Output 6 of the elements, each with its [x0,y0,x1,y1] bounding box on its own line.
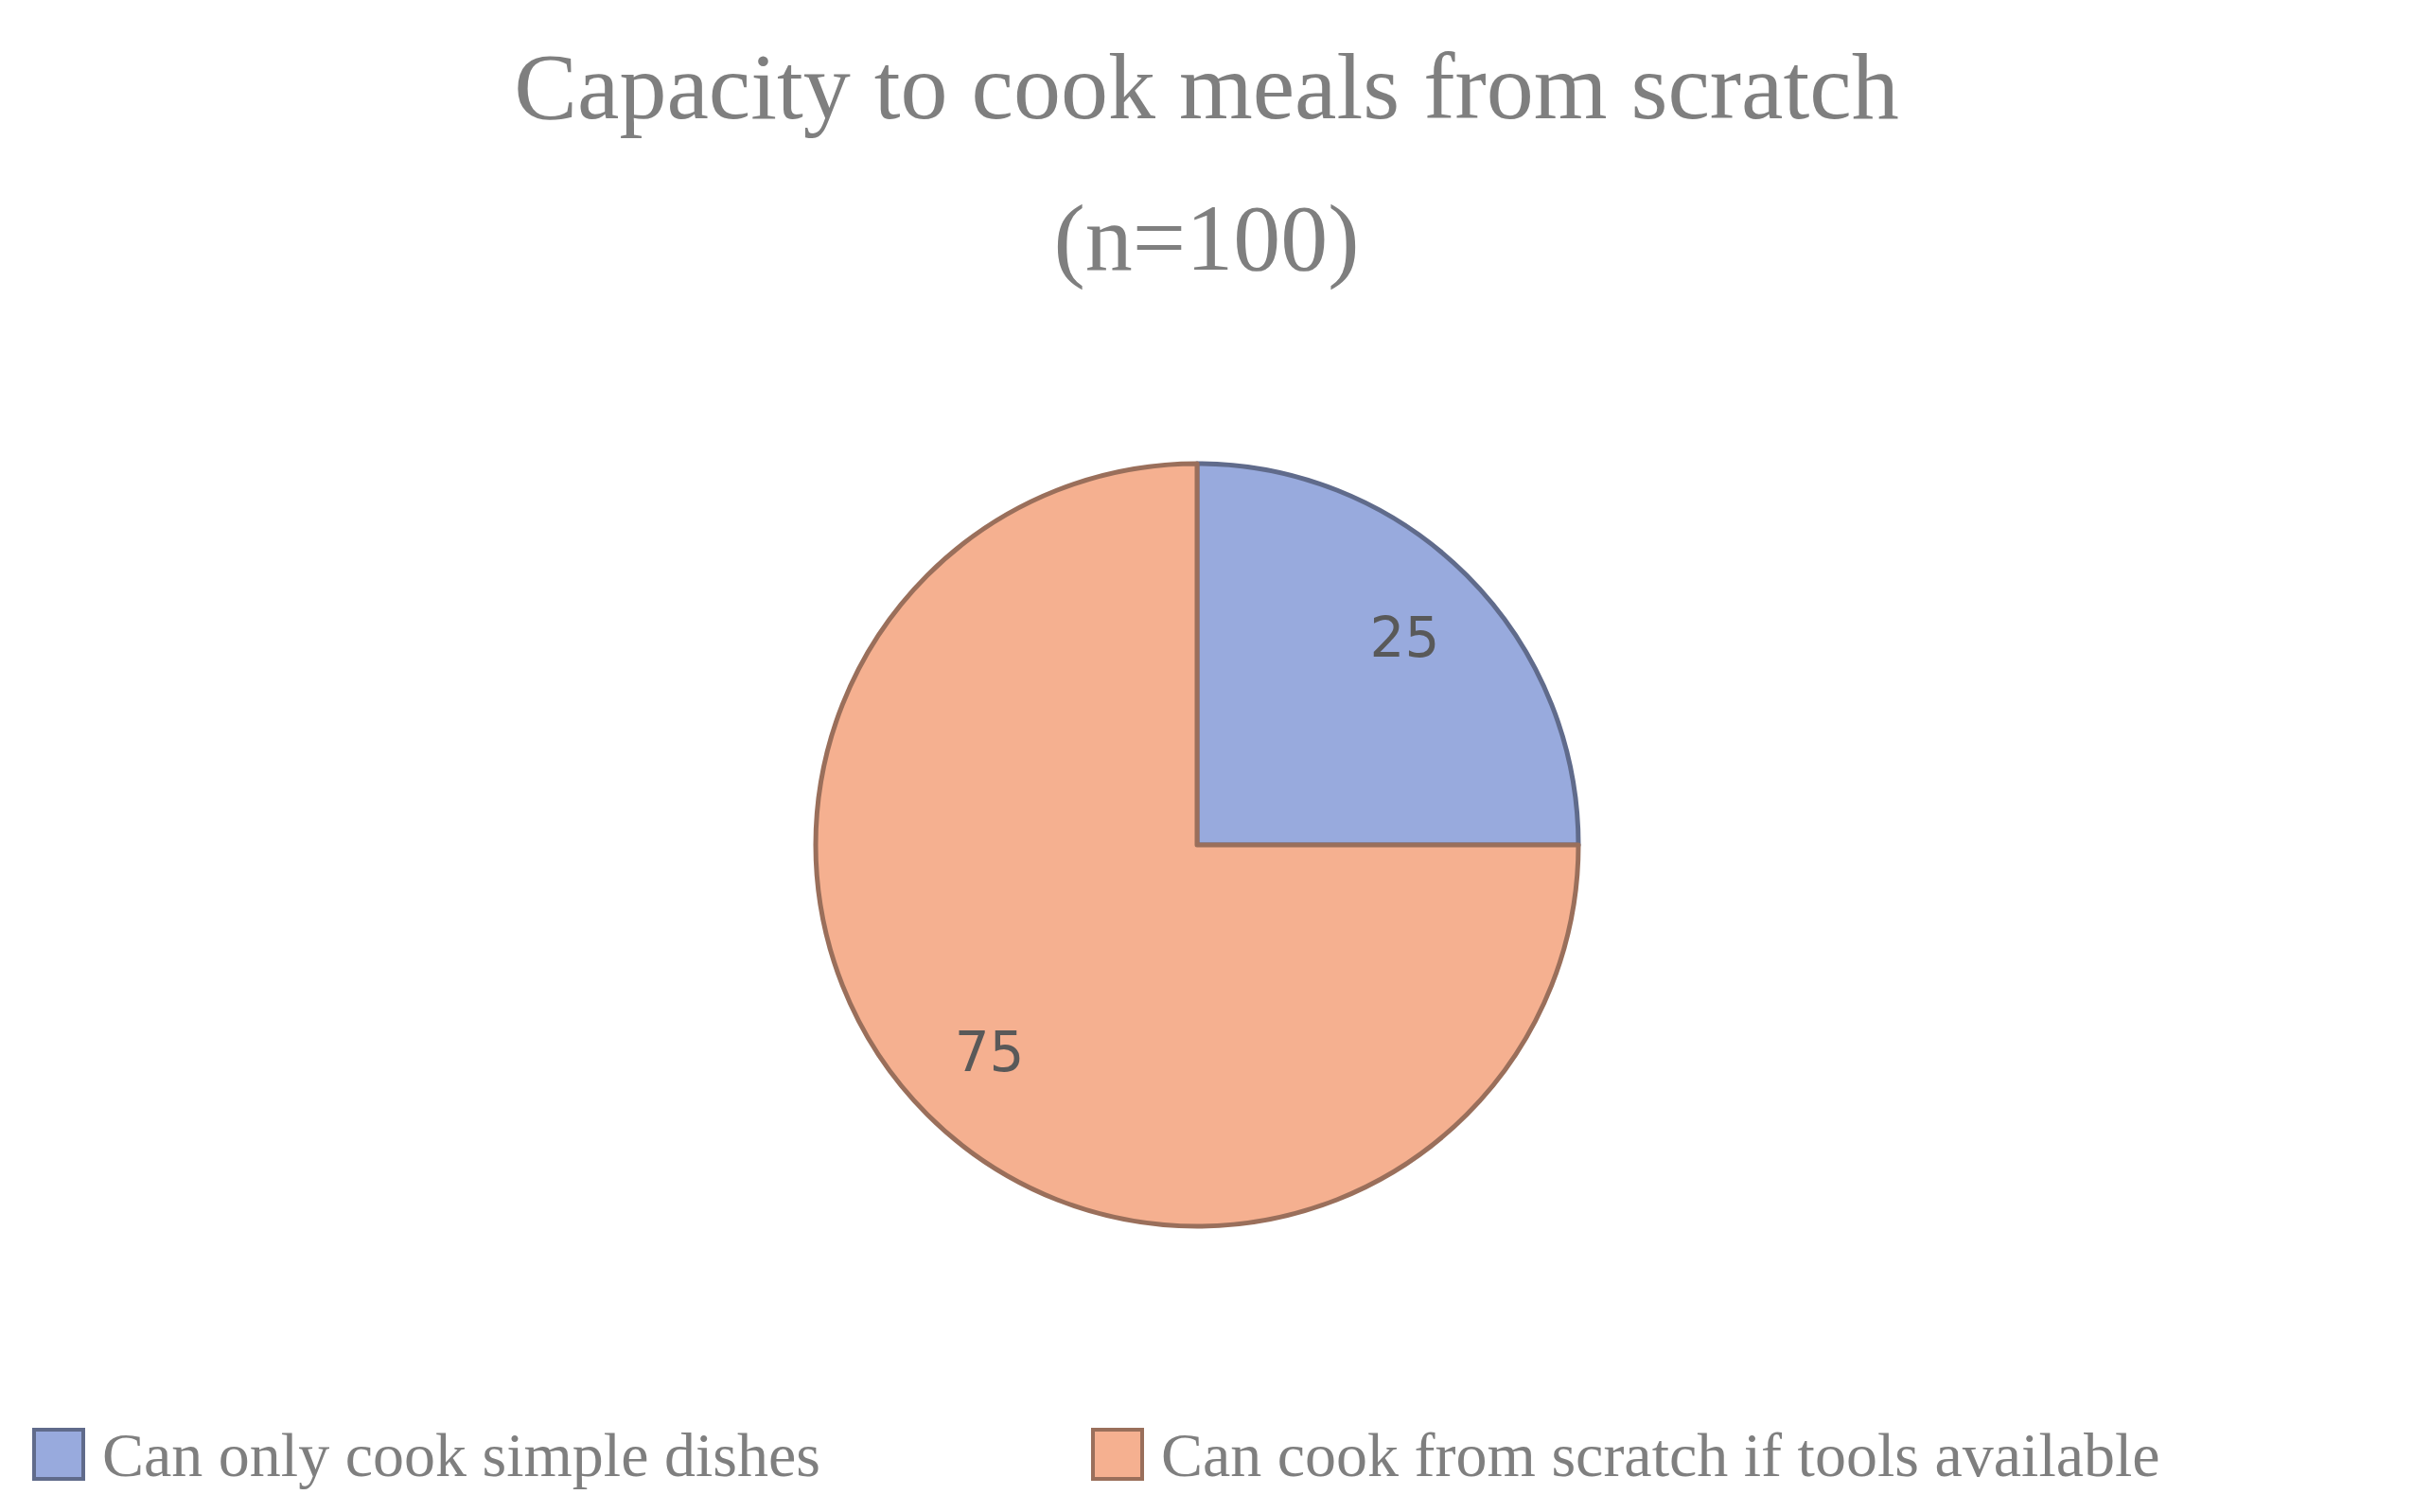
legend-label: Can cook from scratch if tools available [1161,1419,2160,1489]
data-label: 75 [954,1020,1025,1085]
chart-title: Capacity to cook meals from scratch (n=100) [514,34,1899,290]
legend-label: Can only cook simple dishes [102,1419,820,1489]
data-label: 25 [1369,605,1440,670]
pie-slice [813,461,1581,1229]
